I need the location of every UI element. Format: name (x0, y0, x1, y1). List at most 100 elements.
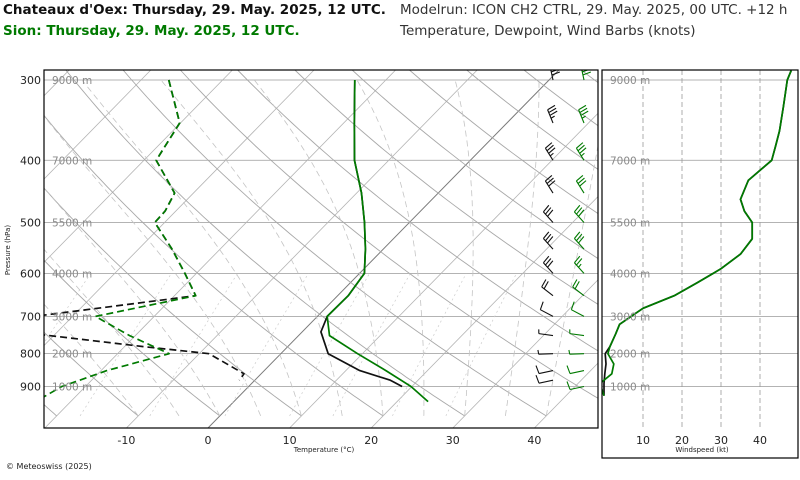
wind-barb-flag (548, 180, 556, 187)
wind-barb-half-flag (568, 349, 571, 355)
wind-barb-flag (575, 258, 583, 266)
sion-windspeed-line (602, 70, 792, 396)
wind-barb (544, 142, 556, 161)
dry-adiabat-line (44, 114, 384, 417)
wind-barb-shaft (542, 211, 554, 223)
wind-barb-flag (575, 233, 583, 242)
isotherm-line (126, 70, 478, 428)
wind-barb-flag (573, 255, 581, 264)
height-label: 5500 m (52, 218, 92, 230)
wind-barb-shaft (544, 180, 554, 194)
wind-barb (578, 104, 589, 124)
wind-barb-shaft (569, 385, 585, 391)
wind-barb-flag (548, 107, 557, 114)
pressure-tick-label: 700 (20, 310, 41, 323)
wind-barb (566, 365, 585, 375)
wind-barb-flag (547, 104, 556, 111)
wind-barb-flag (566, 381, 571, 390)
wind-barb-half-flag (581, 115, 586, 119)
wind-barb-shaft (538, 353, 554, 355)
isotherm-line (370, 195, 598, 428)
temperature-tick-label: 30 (446, 434, 460, 447)
wind-barb-shaft (573, 262, 585, 274)
height-label: 3000 m (610, 311, 650, 323)
height-label: 4000 m (52, 268, 92, 280)
moist-adiabat-line (44, 115, 261, 417)
skewt-plot (44, 66, 591, 403)
wind-barb-flag (573, 231, 581, 239)
wind-barb (547, 104, 558, 124)
wind-barb-flag (544, 207, 552, 215)
wind-barb-flag (578, 209, 585, 217)
wind-barb (544, 174, 556, 194)
moist-adiabat-line (81, 79, 302, 417)
dry-adiabat-line (44, 331, 139, 417)
wind-barb-shaft (573, 238, 585, 250)
dry-adiabat-line (523, 70, 598, 127)
wind-barb-shaft (569, 353, 585, 355)
mixing-ratio-line (149, 273, 238, 417)
wind-barb-flag (549, 110, 558, 116)
wind-barb-flag (579, 107, 588, 114)
wind-barb-shaft (575, 180, 585, 194)
wind-barb-half-flag (580, 152, 585, 157)
chart-header: Chateaux d'Oex: Thursday, 29. May. 2025,… (0, 0, 800, 44)
height-label: 1000 m (52, 382, 92, 394)
isotherm-line (207, 70, 560, 428)
wind-barb-shaft (550, 70, 554, 81)
wind-barb-half-flag (538, 329, 540, 334)
wind-barb (573, 255, 585, 274)
isotherm-line (289, 112, 598, 428)
wind-barb (573, 231, 585, 250)
wind-barb-half-flag (569, 329, 571, 334)
wind-barb-flag (541, 279, 547, 288)
wind-barb-flag (578, 104, 587, 111)
wind-barb-flag (544, 258, 552, 266)
height-label: 7000 m (610, 155, 650, 167)
wind-barb-shaft (541, 286, 554, 297)
pressure-axis-title: Pressure (hPa) (4, 225, 12, 275)
wind-barb-shaft (578, 109, 585, 124)
wind-barb-shaft (573, 211, 585, 223)
wind-barb-flag (551, 66, 559, 69)
isotherm-line (534, 362, 598, 428)
wind-barb-shaft (569, 370, 585, 375)
wind-barb-shaft (540, 309, 554, 317)
wind-barb-flag (573, 204, 581, 213)
height-label: 7000 m (52, 155, 92, 167)
wind-barb (573, 204, 585, 223)
dry-adiabat-line (122, 70, 547, 417)
windspeed-tick-label: 30 (714, 434, 728, 447)
wind-barb-flag (547, 209, 554, 217)
wind-barb (575, 142, 587, 161)
wind-barb-flag (545, 142, 553, 149)
dry-adiabat-line (626, 61, 800, 416)
isotherm-line (44, 70, 396, 428)
dry-adiabat-line (351, 70, 598, 260)
wind-barb (535, 365, 554, 375)
wind-barb-flag (551, 71, 560, 76)
moist-adiabat-line (253, 79, 384, 416)
wind-barb-flag (543, 281, 549, 290)
temperature-tick-label: 10 (283, 434, 297, 447)
wind-barb-flag (572, 279, 578, 288)
windspeed-plot (602, 70, 792, 396)
dry-adiabat-line (44, 259, 221, 417)
windspeed-tick-label: 20 (675, 434, 689, 447)
wind-barb-flag (539, 301, 544, 310)
wind-barb (569, 329, 585, 337)
moist-adiabat-line (44, 303, 139, 417)
wind-barb-flag (547, 236, 554, 244)
pressure-tick-label: 600 (20, 267, 41, 280)
wind-barb (538, 329, 554, 337)
wind-barb-half-flag (549, 152, 554, 157)
wind-barb-flag (542, 204, 550, 213)
moist-adiabat-line (454, 79, 474, 416)
wind-barb-shaft (571, 309, 585, 317)
wind-barb (568, 349, 585, 355)
wind-barb-flag (542, 231, 550, 239)
isotherm-line (44, 70, 315, 347)
windspeed-tick-label: 40 (753, 434, 767, 447)
wind-barb (570, 301, 585, 317)
pressure-tick-label: 800 (20, 348, 41, 361)
